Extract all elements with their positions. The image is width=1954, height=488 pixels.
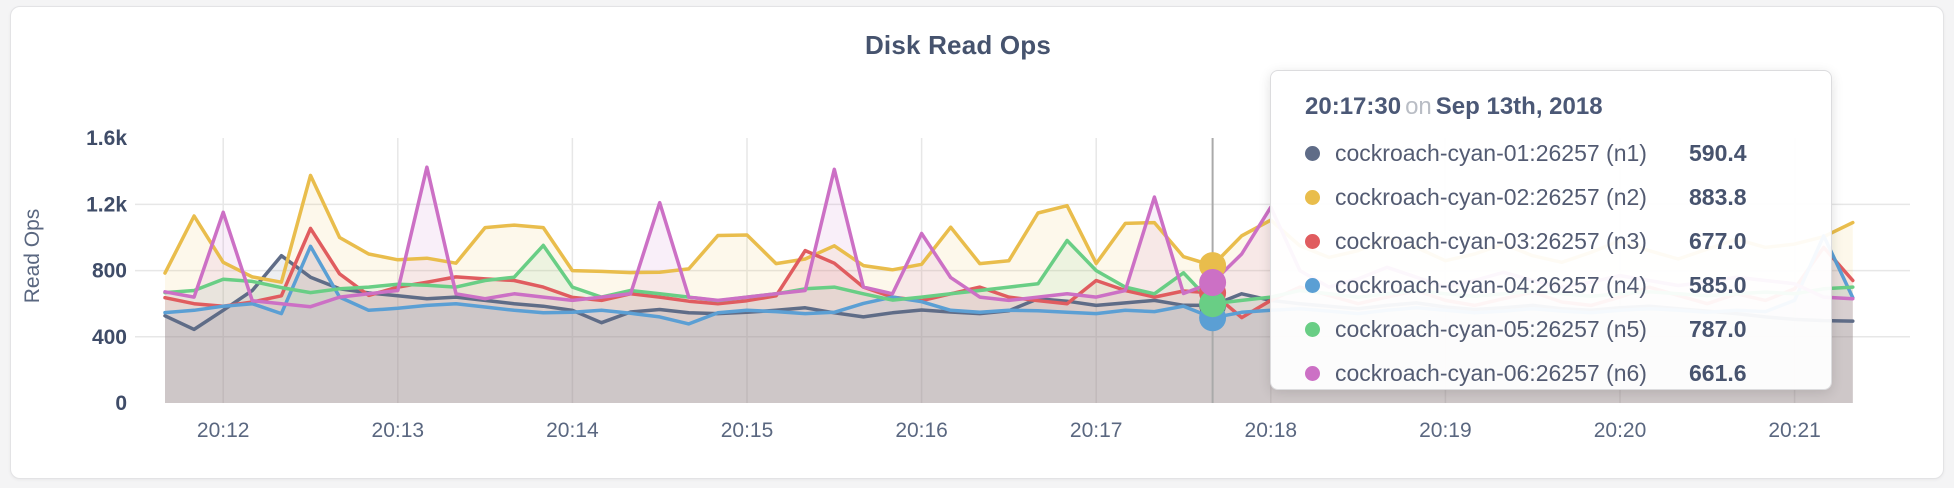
x-axis-ticks: 20:12 20:13 20:14 20:15 20:16 20:17 20:18 20:19… <box>197 419 1821 442</box>
x-tick-label: 20:21 <box>1768 419 1821 442</box>
tooltip-row: cockroach-cyan-02:26257 (n2) 883.8 <box>1305 175 1831 219</box>
x-tick-label: 20:12 <box>197 419 250 442</box>
series-name: cockroach-cyan-05:26257 (n5) <box>1335 315 1647 342</box>
tooltip-row: cockroach-cyan-06:26257 (n6) 661.6 <box>1305 351 1831 395</box>
series-value: 661.6 <box>1689 359 1747 386</box>
series-value: 590.4 <box>1689 139 1747 166</box>
tooltip-row: cockroach-cyan-01:26257 (n1) 590.4 <box>1305 131 1831 175</box>
y-tick-label: 1.6k <box>86 127 127 150</box>
series-name: cockroach-cyan-01:26257 (n1) <box>1335 139 1647 166</box>
y-axis-ticks: 1.6k 1.2k 800 400 0 <box>86 127 127 415</box>
y-tick-label: 0 <box>115 392 127 415</box>
hover-dots <box>1199 252 1227 332</box>
series-value: 883.8 <box>1689 183 1747 210</box>
tooltip-time: 20:17:30 <box>1305 93 1402 120</box>
tooltip-header: 20:17:30 on Sep 13th, 2018 <box>1305 93 1831 121</box>
y-tick-label: 800 <box>92 260 127 283</box>
tooltip-row: cockroach-cyan-03:26257 (n3) 677.0 <box>1305 219 1831 263</box>
tooltip-on-word: on <box>1405 93 1432 120</box>
tooltip-rows: cockroach-cyan-01:26257 (n1) 590.4 cockroa… <box>1305 131 1831 395</box>
x-tick-label: 20:16 <box>895 419 948 442</box>
series-name: cockroach-cyan-02:26257 (n2) <box>1335 183 1647 210</box>
hover-dot <box>1199 290 1227 318</box>
x-tick-label: 20:17 <box>1070 419 1123 442</box>
y-tick-label: 1.2k <box>86 193 127 216</box>
series-name: cockroach-cyan-04:26257 (n4) <box>1335 271 1647 298</box>
tooltip-date: Sep 13th, 2018 <box>1435 93 1603 120</box>
y-tick-label: 400 <box>92 326 127 349</box>
x-tick-label: 20:19 <box>1419 419 1472 442</box>
series-value: 787.0 <box>1689 315 1747 342</box>
x-tick-label: 20:14 <box>546 419 599 442</box>
series-name: cockroach-cyan-03:26257 (n3) <box>1335 227 1647 254</box>
series-color-dot <box>1305 277 1320 293</box>
hover-dot <box>1199 269 1227 296</box>
x-tick-label: 20:18 <box>1245 419 1298 442</box>
tooltip-row: cockroach-cyan-04:26257 (n4) 585.0 <box>1305 263 1831 307</box>
hover-tooltip: 20:17:30 on Sep 13th, 2018 cockroach-cyan-… <box>1270 70 1832 390</box>
series-color-dot <box>1305 321 1320 337</box>
series-color-dot <box>1305 145 1320 161</box>
series-color-dot <box>1305 189 1320 205</box>
series-name: cockroach-cyan-06:26257 (n6) <box>1335 359 1647 386</box>
x-tick-label: 20:15 <box>721 419 774 442</box>
series-value: 585.0 <box>1689 271 1747 298</box>
series-value: 677.0 <box>1689 227 1747 254</box>
chart-title: Disk Read Ops <box>864 30 1052 60</box>
tooltip-row: cockroach-cyan-05:26257 (n5) 787.0 <box>1305 307 1831 351</box>
series-color-dot <box>1305 233 1320 249</box>
x-tick-label: 20:20 <box>1594 419 1647 442</box>
x-tick-label: 20:13 <box>372 419 425 442</box>
series-color-dot <box>1305 365 1320 381</box>
